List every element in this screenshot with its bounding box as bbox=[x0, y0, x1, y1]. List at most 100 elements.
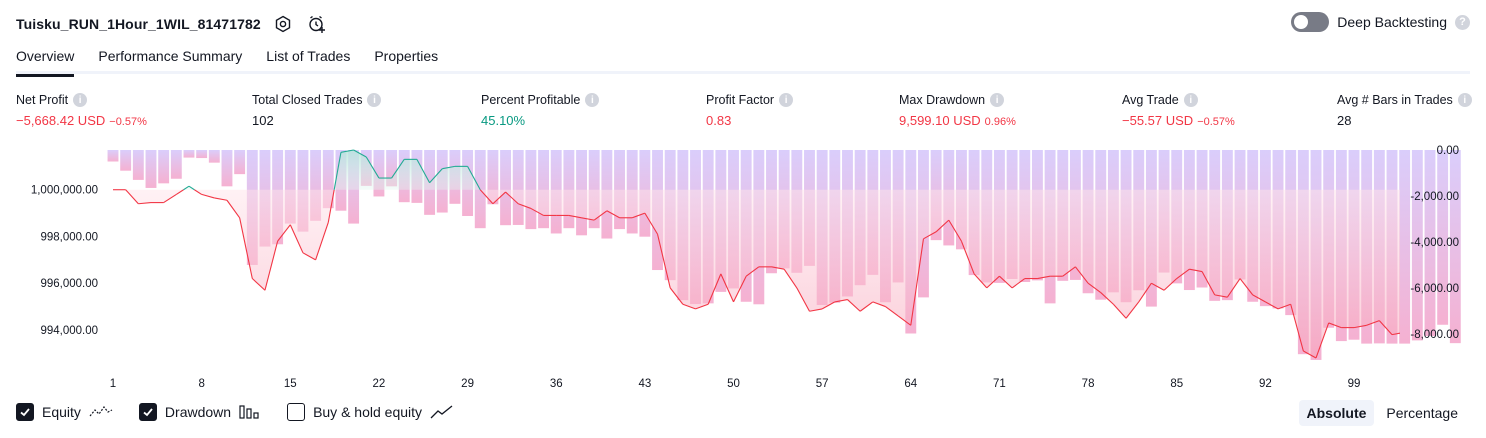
x-axis-tick-label: 29 bbox=[461, 378, 474, 390]
x-axis-tick-label: 78 bbox=[1082, 378, 1095, 390]
tab-performance-summary[interactable]: Performance Summary bbox=[98, 48, 243, 64]
legend-equity[interactable]: Equity bbox=[16, 403, 113, 421]
legend-label: Drawdown bbox=[164, 404, 232, 420]
buy-hold-line-icon bbox=[430, 404, 454, 420]
metric-total-closed-trades: Total Closed Trades i 102 bbox=[252, 93, 382, 128]
tab-properties[interactable]: Properties bbox=[374, 48, 439, 64]
equity-line-segment bbox=[1252, 294, 1266, 303]
drawdown-bar bbox=[322, 150, 334, 209]
deep-backtesting-toggle[interactable] bbox=[1291, 12, 1330, 32]
drawdown-bar bbox=[1424, 150, 1436, 337]
equity-line-segment bbox=[568, 214, 582, 219]
info-icon[interactable]: i bbox=[585, 93, 600, 107]
info-icon[interactable]: i bbox=[779, 93, 794, 107]
equity-line-segment bbox=[935, 219, 950, 233]
drawdown-bar bbox=[1449, 150, 1461, 344]
strategy-header: Tuisku_RUN_1Hour_1WIL_81471782 bbox=[16, 10, 329, 38]
equity-line-segment bbox=[1353, 324, 1367, 329]
chart-legend: Equity Drawdown Buy & hold equity bbox=[16, 403, 480, 421]
equity-line-segment bbox=[1214, 294, 1228, 298]
absolute-button[interactable]: Absolute bbox=[1298, 400, 1375, 426]
x-axis-tick-label: 1 bbox=[110, 378, 116, 390]
equity-line-segment bbox=[239, 217, 253, 279]
drawdown-bar bbox=[221, 150, 233, 187]
equity-line-segment bbox=[644, 212, 658, 235]
equity-line-segment bbox=[315, 222, 329, 261]
equity-line-segment bbox=[632, 212, 646, 219]
x-axis-tick-label: 8 bbox=[198, 378, 204, 390]
x-axis: 1 8 15 22 29 36 43 50 57 64 71 78 85 92 99 bbox=[110, 378, 1361, 390]
equity-line-segment bbox=[707, 273, 722, 305]
drawdown-bar bbox=[373, 150, 385, 197]
equity-line-segment bbox=[581, 217, 595, 221]
legend-drawdown[interactable]: Drawdown bbox=[138, 403, 261, 421]
equity-line-segment bbox=[264, 241, 279, 291]
max-drawdown-percent: 0.96% bbox=[984, 116, 1016, 128]
equity-gain-area bbox=[183, 150, 481, 190]
metric-percent-profitable: Percent Profitable i 45.10% bbox=[481, 93, 600, 128]
legend-buy-hold[interactable]: Buy & hold equity bbox=[287, 403, 454, 421]
equity-line-segment bbox=[656, 234, 671, 289]
equity-line-segment bbox=[327, 189, 335, 223]
percentage-button[interactable]: Percentage bbox=[1386, 405, 1458, 421]
drawdown-bar bbox=[1399, 150, 1411, 344]
equity-line-segment bbox=[391, 159, 405, 179]
x-axis-tick-label: 92 bbox=[1259, 378, 1272, 390]
checkbox-icon[interactable] bbox=[287, 403, 306, 421]
equity-line-segment bbox=[183, 185, 190, 191]
alert-add-icon[interactable] bbox=[305, 12, 329, 36]
info-icon[interactable]: i bbox=[1183, 93, 1198, 107]
help-icon[interactable]: ? bbox=[1455, 14, 1470, 30]
left-axis-tick-label: 998,000.00 bbox=[40, 231, 98, 243]
equity-line-segment bbox=[695, 303, 709, 310]
checkbox-icon[interactable] bbox=[16, 403, 34, 421]
x-axis-tick-label: 57 bbox=[816, 378, 829, 390]
info-icon[interactable]: i bbox=[367, 93, 382, 107]
info-icon[interactable]: i bbox=[990, 93, 1005, 107]
metric-label: Percent Profitable bbox=[481, 93, 581, 107]
percent-profitable-value: 45.10% bbox=[481, 113, 526, 128]
metric-label: Profit Factor bbox=[706, 93, 775, 107]
equity-line-segment bbox=[872, 301, 886, 308]
x-axis-tick-label: 71 bbox=[993, 378, 1006, 390]
equity-line-segment bbox=[999, 275, 1013, 289]
x-axis-tick-label: 85 bbox=[1170, 378, 1183, 390]
drawdown-bar bbox=[525, 150, 537, 230]
x-axis-tick-label: 64 bbox=[904, 378, 917, 390]
equity-line-segment bbox=[771, 266, 785, 270]
equity-drawdown-chart[interactable]: 1,000,000.00 998,000.00 996,000.00 994,000.… bbox=[0, 140, 1486, 398]
equity-line bbox=[113, 149, 1400, 359]
metric-label: Net Profit bbox=[16, 93, 69, 107]
equity-line-segment bbox=[809, 308, 823, 312]
equity-line-segment bbox=[720, 273, 735, 303]
x-axis-tick-label: 99 bbox=[1348, 378, 1361, 390]
equity-line-segment bbox=[1226, 278, 1241, 298]
equity-line-segment bbox=[194, 189, 202, 195]
settings-icon[interactable] bbox=[271, 12, 295, 36]
equity-line-segment bbox=[593, 210, 608, 221]
checkbox-icon[interactable] bbox=[138, 403, 157, 421]
info-icon[interactable]: i bbox=[1457, 93, 1472, 107]
equity-line-segment bbox=[1265, 301, 1279, 310]
tab-list-of-trades[interactable]: List of Trades bbox=[266, 48, 351, 64]
drawdown-bar bbox=[107, 150, 119, 162]
equity-line-segment bbox=[1201, 271, 1216, 296]
avg-trade-percent: −0.57% bbox=[1197, 116, 1235, 128]
metric-label: Max Drawdown bbox=[899, 93, 986, 107]
drawdown-bars-icon bbox=[239, 404, 261, 420]
equity-line-segment bbox=[1163, 278, 1178, 291]
equity-line-segment bbox=[530, 207, 544, 216]
tab-overview[interactable]: Overview bbox=[16, 44, 75, 77]
x-axis-tick-label: 50 bbox=[727, 378, 740, 390]
value-mode-switch: Absolute Percentage bbox=[1295, 400, 1467, 426]
equity-line-segment bbox=[201, 193, 215, 199]
metric-label: Avg # Bars in Trades bbox=[1337, 93, 1453, 107]
right-axis-tick-label: -6,000.00 bbox=[1410, 283, 1459, 295]
metric-avg-bars: Avg # Bars in Trades i 28 bbox=[1337, 93, 1472, 128]
avg-trade-value: −55.57 USD bbox=[1122, 113, 1194, 128]
drawdown-bar bbox=[487, 150, 499, 205]
equity-line-segment bbox=[897, 315, 912, 326]
info-icon[interactable]: i bbox=[73, 93, 88, 107]
equity-line-segment bbox=[302, 252, 316, 261]
equity-line-segment bbox=[1277, 303, 1291, 310]
